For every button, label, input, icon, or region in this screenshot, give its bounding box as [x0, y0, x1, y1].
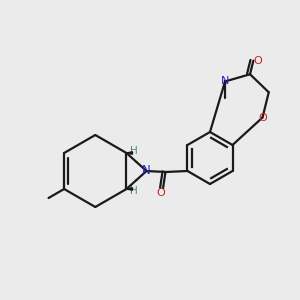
Text: H: H — [130, 186, 137, 196]
Text: N: N — [221, 76, 229, 86]
Text: O: O — [253, 56, 262, 66]
Polygon shape — [127, 152, 133, 154]
Text: O: O — [157, 188, 166, 198]
Polygon shape — [127, 188, 133, 190]
Text: H: H — [130, 146, 137, 156]
Text: N: N — [142, 164, 151, 178]
Text: O: O — [258, 112, 267, 122]
